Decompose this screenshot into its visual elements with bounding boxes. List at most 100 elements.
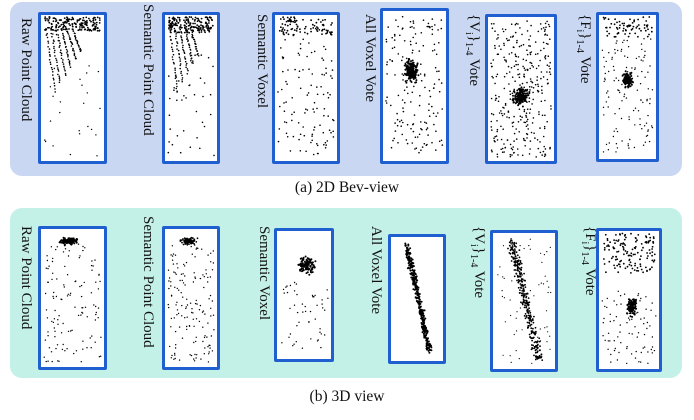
point-mark bbox=[313, 111, 315, 113]
point-mark bbox=[295, 341, 297, 343]
point-mark bbox=[639, 123, 641, 126]
point-mark bbox=[280, 26, 282, 29]
point-mark bbox=[175, 33, 177, 35]
point-mark bbox=[320, 86, 322, 88]
point-mark bbox=[534, 53, 537, 56]
point-mark bbox=[627, 74, 630, 77]
point-mark bbox=[633, 146, 636, 149]
point-mark bbox=[651, 89, 654, 91]
point-mark bbox=[627, 317, 630, 319]
label-semantic-point-cloud-3d: Semantic Point Cloud bbox=[140, 216, 156, 348]
point-mark bbox=[200, 31, 203, 33]
point-mark bbox=[393, 39, 396, 41]
point-mark bbox=[625, 97, 628, 99]
point-mark bbox=[191, 29, 193, 32]
point-mark bbox=[57, 26, 60, 29]
point-mark bbox=[620, 50, 622, 52]
point-mark bbox=[643, 317, 645, 319]
point-mark bbox=[94, 18, 97, 21]
point-mark bbox=[518, 131, 520, 133]
point-mark bbox=[298, 321, 300, 323]
point-mark bbox=[74, 56, 77, 58]
point-mark bbox=[76, 238, 78, 241]
point-mark bbox=[514, 55, 517, 57]
point-mark bbox=[530, 332, 533, 335]
point-mark bbox=[415, 70, 418, 73]
point-mark bbox=[622, 79, 625, 82]
point-mark bbox=[75, 39, 78, 42]
point-mark bbox=[185, 306, 187, 308]
point-mark bbox=[71, 23, 74, 25]
point-mark bbox=[516, 89, 519, 92]
point-mark bbox=[402, 110, 405, 113]
point-mark bbox=[52, 95, 54, 98]
caption-3d-view: (b) 3D view bbox=[309, 388, 385, 405]
point-mark bbox=[181, 80, 183, 83]
point-mark bbox=[516, 330, 518, 332]
point-mark bbox=[75, 241, 78, 244]
point-mark bbox=[73, 22, 76, 25]
point-mark bbox=[531, 64, 533, 67]
point-mark bbox=[293, 34, 295, 36]
point-mark bbox=[188, 325, 191, 327]
point-mark bbox=[649, 236, 652, 239]
point-mark bbox=[648, 16, 651, 18]
point-mark bbox=[324, 48, 327, 51]
point-mark bbox=[303, 260, 306, 263]
point-mark bbox=[178, 326, 181, 328]
point-mark bbox=[190, 354, 193, 357]
point-mark bbox=[420, 312, 423, 315]
point-mark bbox=[76, 19, 79, 22]
point-mark bbox=[441, 144, 444, 146]
point-mark bbox=[48, 59, 51, 61]
point-mark bbox=[524, 313, 527, 315]
point-mark bbox=[436, 70, 438, 73]
point-mark bbox=[321, 57, 323, 59]
point-mark bbox=[534, 358, 537, 361]
point-mark bbox=[89, 337, 91, 339]
point-mark bbox=[525, 132, 528, 135]
point-mark bbox=[182, 243, 185, 246]
point-mark bbox=[299, 150, 302, 152]
point-mark bbox=[541, 261, 543, 263]
point-mark bbox=[411, 142, 414, 144]
point-mark bbox=[616, 40, 618, 42]
point-mark bbox=[188, 240, 190, 243]
point-mark bbox=[499, 266, 501, 268]
point-mark bbox=[171, 48, 174, 51]
point-mark bbox=[620, 303, 622, 305]
point-mark bbox=[610, 361, 612, 363]
point-mark bbox=[63, 284, 65, 286]
point-mark bbox=[320, 346, 322, 349]
point-mark bbox=[518, 256, 521, 259]
point-mark bbox=[519, 291, 521, 294]
point-mark bbox=[98, 22, 101, 24]
point-mark bbox=[425, 122, 428, 124]
point-mark bbox=[212, 250, 214, 252]
point-mark bbox=[62, 32, 64, 35]
point-mark bbox=[628, 83, 631, 86]
point-mark bbox=[94, 341, 96, 343]
point-mark bbox=[621, 232, 624, 235]
point-mark bbox=[313, 50, 316, 53]
point-mark bbox=[210, 315, 212, 317]
point-mark bbox=[530, 24, 532, 27]
point-mark bbox=[194, 18, 196, 21]
point-mark bbox=[390, 104, 392, 107]
point-mark bbox=[613, 69, 615, 71]
point-mark bbox=[320, 21, 322, 23]
point-mark bbox=[541, 85, 543, 88]
point-mark bbox=[326, 30, 329, 33]
point-mark bbox=[51, 68, 54, 71]
point-mark bbox=[416, 292, 419, 295]
point-mark bbox=[177, 312, 180, 315]
point-mark bbox=[172, 50, 174, 53]
point-mark bbox=[173, 271, 175, 273]
point-mark bbox=[93, 304, 95, 306]
point-mark bbox=[195, 357, 197, 359]
point-mark bbox=[289, 150, 292, 152]
point-mark bbox=[431, 141, 433, 144]
point-mark bbox=[64, 248, 67, 250]
point-mark bbox=[510, 67, 513, 69]
point-mark bbox=[405, 139, 408, 141]
